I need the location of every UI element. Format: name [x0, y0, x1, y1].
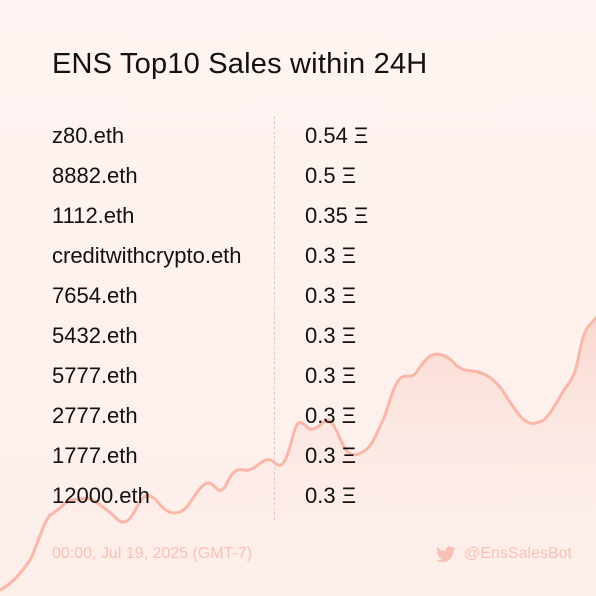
sale-row: 5432.eth 0.3 Ξ	[0, 315, 596, 355]
sale-price: 0.3 Ξ	[305, 243, 356, 268]
domain-name: 1777.eth	[52, 443, 138, 468]
domain-name: 12000.eth	[52, 483, 150, 508]
sale-price: 0.3 Ξ	[305, 363, 356, 388]
sale-row: 2777.eth 0.3 Ξ	[0, 395, 596, 435]
timestamp: 00:00, Jul 19, 2025 (GMT-7)	[52, 545, 253, 562]
sale-row: 8882.eth 0.5 Ξ	[0, 155, 596, 195]
column-divider	[274, 116, 275, 520]
twitter-handle: @EnsSalesBot	[464, 545, 572, 562]
sale-price: 0.3 Ξ	[305, 483, 356, 508]
sale-row: 7654.eth 0.3 Ξ	[0, 275, 596, 315]
sale-row: 1777.eth 0.3 Ξ	[0, 435, 596, 475]
domain-name: 5432.eth	[52, 323, 138, 348]
sale-row: creditwithcrypto.eth 0.3 Ξ	[0, 235, 596, 275]
domain-name: creditwithcrypto.eth	[52, 243, 242, 268]
domain-name: 8882.eth	[52, 163, 138, 188]
domain-name: 2777.eth	[52, 403, 138, 428]
domain-name: 5777.eth	[52, 363, 138, 388]
background-trend-area	[0, 318, 596, 596]
sale-price: 0.3 Ξ	[305, 443, 356, 468]
page-title: ENS Top10 Sales within 24H	[52, 48, 428, 80]
sales-list: z80.eth 0.54 Ξ 8882.eth 0.5 Ξ 1112.eth 0…	[0, 115, 596, 515]
sale-row: 5777.eth 0.3 Ξ	[0, 355, 596, 395]
sale-price: 0.3 Ξ	[305, 283, 356, 308]
twitter-icon	[436, 545, 456, 563]
domain-name: z80.eth	[52, 123, 125, 148]
sale-row: 12000.eth 0.3 Ξ	[0, 475, 596, 515]
sale-price: 0.3 Ξ	[305, 403, 356, 428]
sale-row: 1112.eth 0.35 Ξ	[0, 195, 596, 235]
domain-name: 1112.eth	[52, 203, 135, 228]
sale-row: z80.eth 0.54 Ξ	[0, 115, 596, 155]
sale-price: 0.5 Ξ	[305, 163, 356, 188]
background-trend-line	[0, 316, 596, 592]
sale-price: 0.3 Ξ	[305, 323, 356, 348]
domain-name: 7654.eth	[52, 283, 138, 308]
sale-price: 0.35 Ξ	[305, 203, 369, 228]
sale-price: 0.54 Ξ	[305, 123, 369, 148]
twitter-handle-link[interactable]: @EnsSalesBot	[436, 545, 572, 563]
